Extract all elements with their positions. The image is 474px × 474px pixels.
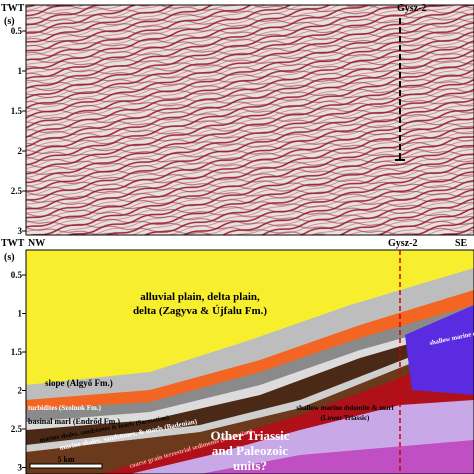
y-tick-label: 0.5 — [11, 270, 23, 280]
unit-label: delta (Zagyva & Újfalu Fm.) — [133, 305, 267, 317]
y-tick-label: 1 — [18, 66, 23, 76]
y-tick-label: 2 — [18, 146, 23, 156]
y-tick-label: 1.5 — [11, 347, 23, 357]
axis-label: TWT — [1, 238, 25, 249]
well-label: Gysz-2 — [397, 3, 426, 14]
unit-label: turbidites (Szolnok Fm.) — [28, 404, 102, 412]
y-tick-label: 3 — [18, 463, 23, 473]
axis-unit: (s) — [4, 252, 15, 263]
scale-bar — [29, 463, 103, 469]
y-tick-label: 1 — [18, 309, 23, 319]
unit-label: Other Triassic — [210, 428, 289, 443]
geologic-section: Gysz-2 NW SE TWT (s) alluvial plain, del… — [1, 238, 474, 474]
y-tick-label: 0.5 — [11, 26, 23, 36]
dolomite-layer — [405, 305, 474, 395]
unit-label: (Lower Triassic) — [321, 414, 370, 422]
direction: NW — [28, 238, 45, 249]
unit-label: shallow marine dolomite & marl — [296, 404, 393, 412]
unit-label: basinal marl (Endrőd Fm.) — [28, 417, 120, 426]
axis-label: TWT — [1, 3, 25, 14]
unit-label: and Paleozoic — [212, 443, 288, 458]
frame — [25, 249, 474, 474]
seismic-overlay — [26, 5, 474, 235]
unit-label: units? — [233, 458, 267, 473]
y-tick-label: 1.5 — [11, 106, 23, 116]
y-tick-label: 2 — [18, 386, 23, 396]
axis-unit: (s) — [4, 16, 15, 27]
unit-label: alluvial plain, delta plain, — [140, 291, 260, 303]
seismic-panel: Gysz-2 TWT (s) — [1, 3, 474, 236]
magenta-layer — [200, 440, 474, 474]
scale-label: 5 km — [57, 455, 74, 464]
unit-label: slope (Algyő Fm.) — [45, 378, 113, 388]
well-label: Gysz-2 — [388, 238, 417, 249]
y-tick-label: 2.5 — [11, 186, 23, 196]
direction: SE — [455, 238, 468, 249]
y-tick-label: 3 — [18, 226, 23, 236]
y-tick-label: 2.5 — [11, 424, 23, 434]
